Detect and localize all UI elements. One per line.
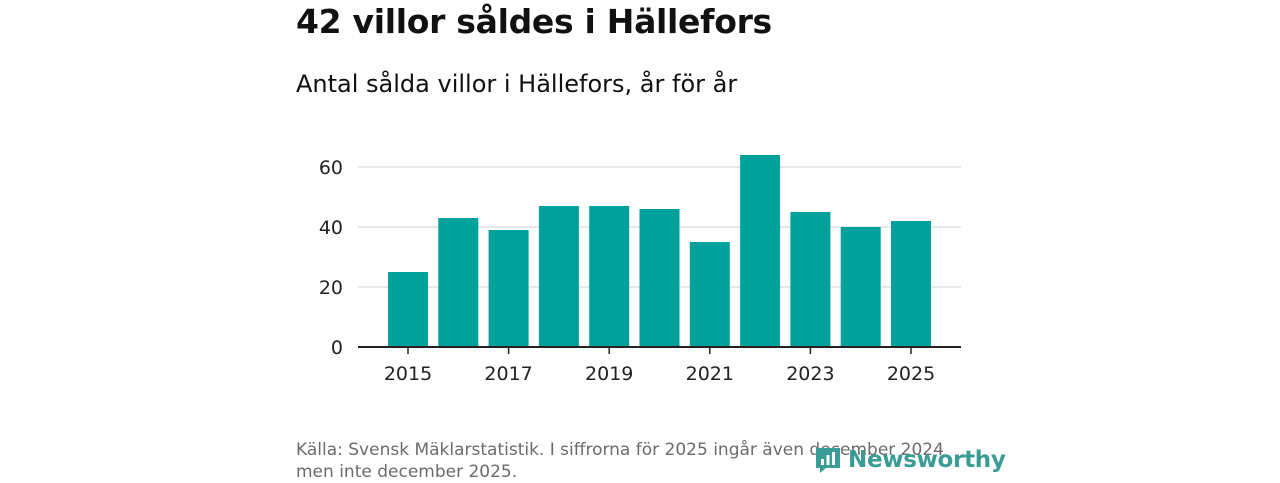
y-axis-ticks: 0 20 40 60 bbox=[319, 157, 343, 359]
bars bbox=[388, 155, 931, 347]
bar-2017 bbox=[488, 230, 529, 347]
bar-2025 bbox=[891, 221, 931, 347]
bar-2024 bbox=[840, 227, 881, 347]
x-axis-ticks: 2015 2017 2019 2021 2023 2025 bbox=[384, 347, 935, 385]
y-tick-label: 40 bbox=[319, 217, 343, 239]
x-tick-label-2021: 2021 bbox=[686, 363, 734, 385]
source-note: Källa: Svensk Mäklarstatistik. I siffror… bbox=[296, 439, 956, 483]
y-tick-label: 20 bbox=[319, 277, 343, 299]
brand-name: Newsworthy bbox=[848, 447, 1006, 473]
bar-2019 bbox=[589, 206, 630, 347]
x-tick-label-2023: 2023 bbox=[786, 363, 834, 385]
chart-title: 42 villor såldes i Hällefors bbox=[296, 2, 772, 41]
chart-subtitle: Antal sålda villor i Hällefors, år för å… bbox=[296, 70, 738, 98]
bar-2023 bbox=[790, 212, 831, 347]
source-line-2: men inte december 2025. bbox=[296, 462, 518, 482]
x-tick-label-2025: 2025 bbox=[887, 363, 935, 385]
bar-2016 bbox=[438, 218, 479, 347]
brand-logo: Newsworthy bbox=[814, 446, 1006, 474]
y-tick-label: 0 bbox=[331, 337, 343, 359]
bar-2021 bbox=[689, 242, 730, 347]
source-line-1: Källa: Svensk Mäklarstatistik. I siffror… bbox=[296, 440, 944, 460]
bar-2022 bbox=[740, 155, 781, 347]
y-tick-label: 60 bbox=[319, 157, 343, 179]
bar-2020 bbox=[639, 209, 680, 347]
x-tick-label-2019: 2019 bbox=[585, 363, 633, 385]
bar-2015 bbox=[388, 272, 428, 347]
x-tick-label-2015: 2015 bbox=[384, 363, 432, 385]
bar-2018 bbox=[538, 206, 579, 347]
x-tick-label-2017: 2017 bbox=[484, 363, 532, 385]
bar-chart-logo-icon bbox=[816, 448, 840, 473]
